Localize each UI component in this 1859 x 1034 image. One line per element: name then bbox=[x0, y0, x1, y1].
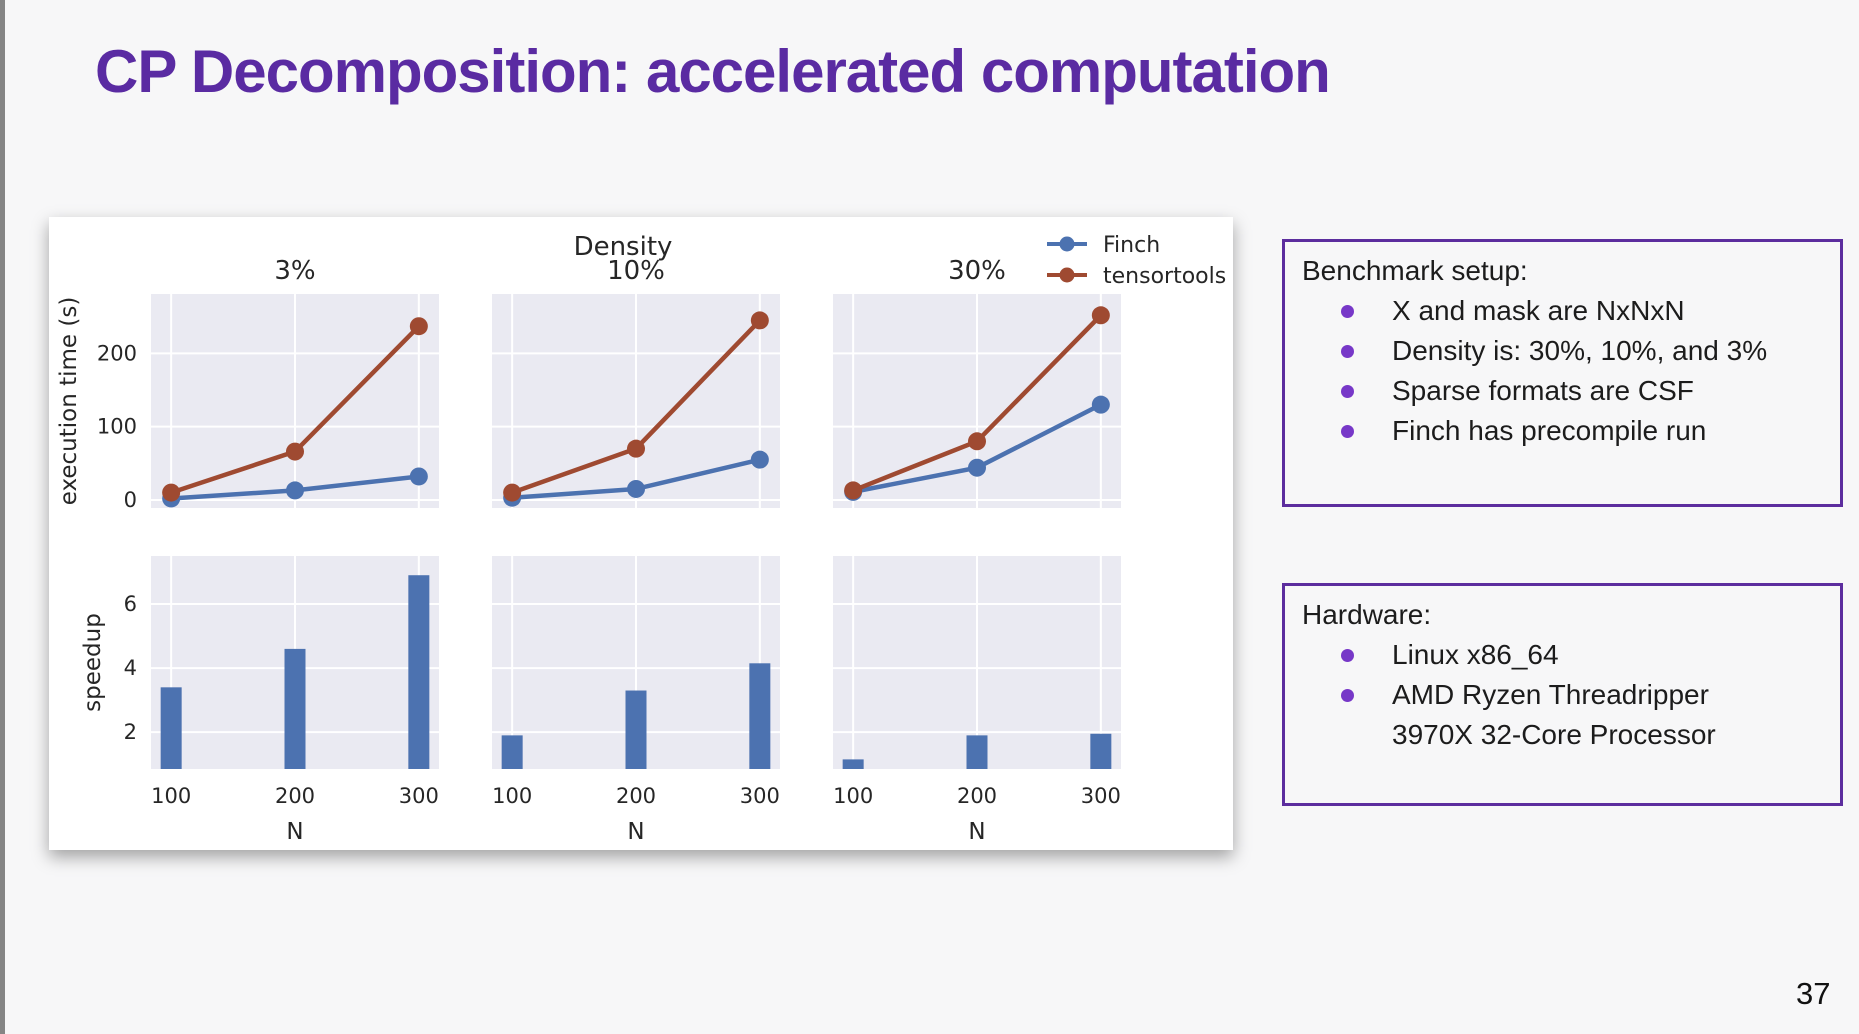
tensortools-marker bbox=[162, 483, 181, 502]
benchmark-figure-panel: Density execution time (s) speedup 0 100 200 2… bbox=[49, 217, 1233, 850]
bullet-dot-icon bbox=[1341, 649, 1354, 662]
legend-label: Finch bbox=[1103, 233, 1160, 258]
tensortools-marker bbox=[286, 442, 304, 461]
x-axis-label: N bbox=[627, 819, 644, 845]
bullet-text: Finch has precompile run bbox=[1392, 415, 1707, 446]
benchmark-bullet: Finch has precompile run bbox=[1285, 411, 1840, 451]
bullet-text: Sparse formats are CSF bbox=[1392, 375, 1694, 406]
speedup-bar bbox=[842, 759, 864, 769]
Finch-marker bbox=[409, 467, 428, 486]
x-axis-label: N bbox=[286, 819, 303, 845]
bullet-dot-icon bbox=[1341, 385, 1354, 398]
bullet-dot-icon bbox=[1341, 345, 1354, 358]
subplot-title: 10% bbox=[607, 256, 665, 286]
exec-time-series-3% bbox=[162, 317, 428, 508]
x-tick-label: 100 bbox=[833, 784, 873, 808]
slide-title: CP Decomposition: accelerated computatio… bbox=[95, 38, 1331, 105]
speedup-bar bbox=[966, 735, 988, 769]
hardware-heading: Hardware: bbox=[1302, 599, 1432, 630]
x-tick-label: 300 bbox=[740, 784, 780, 808]
hardware-list: Linux x86_64 AMD Ryzen Threadripper 3970… bbox=[1285, 635, 1840, 755]
speedup-bar bbox=[625, 690, 647, 769]
benchmark-setup-list: X and mask are NxNxN Density is: 30%, 10… bbox=[1285, 291, 1840, 451]
y-tick-label: 4 bbox=[124, 656, 137, 680]
speedup-bar bbox=[284, 648, 306, 769]
speedup-bars-30% bbox=[842, 733, 1112, 769]
y-tick-label: 0 bbox=[124, 488, 137, 512]
Finch-marker bbox=[750, 450, 769, 469]
Finch-marker bbox=[968, 458, 986, 477]
bullet-text: Linux x86_64 bbox=[1392, 639, 1559, 670]
benchmark-bullet: Sparse formats are CSF bbox=[1285, 371, 1840, 411]
x-tick-label: 200 bbox=[616, 784, 656, 808]
bullet-text: AMD Ryzen Threadripper 3970X 32-Core Pro… bbox=[1392, 679, 1716, 750]
exec-time-series-10% bbox=[503, 311, 769, 507]
speedup-bar bbox=[408, 575, 430, 769]
speedup-bar bbox=[1090, 733, 1112, 769]
figure-legend: Finch tensortools bbox=[1047, 233, 1226, 289]
legend-marker-icon bbox=[1059, 236, 1075, 252]
x-tick-label: 100 bbox=[492, 784, 532, 808]
y-tick-label: 6 bbox=[124, 592, 137, 616]
hardware-box: Hardware: Linux x86_64 AMD Ryzen Threadr… bbox=[1282, 583, 1843, 806]
Finch-marker bbox=[1091, 395, 1110, 414]
exec-time-series-30% bbox=[844, 306, 1110, 501]
speedup-bar bbox=[501, 735, 523, 769]
x-axis-label: N bbox=[968, 819, 985, 845]
speedup-bar bbox=[160, 687, 182, 769]
Finch-marker bbox=[627, 479, 645, 498]
benchmark-setup-heading: Benchmark setup: bbox=[1302, 255, 1528, 286]
subplot-exec-time-10% bbox=[492, 294, 780, 508]
figure-suptitle: Density bbox=[574, 232, 673, 262]
y-tick-label: 200 bbox=[97, 341, 137, 365]
x-tick-label: 300 bbox=[399, 784, 439, 808]
tensortools-marker bbox=[503, 483, 522, 502]
x-tick-label: 200 bbox=[957, 784, 997, 808]
tensortools-marker bbox=[844, 481, 863, 500]
tensortools-marker bbox=[750, 311, 769, 330]
hardware-bullet: AMD Ryzen Threadripper 3970X 32-Core Pro… bbox=[1285, 675, 1840, 755]
x-tick-label: 300 bbox=[1081, 784, 1121, 808]
speedup-axis-label: speedup bbox=[80, 613, 106, 712]
subplot-speedup-30% bbox=[833, 556, 1121, 769]
x-tick-label: 200 bbox=[275, 784, 315, 808]
exec-time-axis-label: execution time (s) bbox=[56, 297, 82, 506]
speedup-bar bbox=[749, 663, 771, 769]
hardware-bullet: Linux x86_64 bbox=[1285, 635, 1840, 675]
benchmark-setup-box: Benchmark setup: X and mask are NxNxN De… bbox=[1282, 239, 1843, 507]
x-tick-label: 100 bbox=[151, 784, 191, 808]
benchmark-figure: Density execution time (s) speedup 0 100 200 2… bbox=[56, 232, 1226, 845]
benchmark-bullet: X and mask are NxNxN bbox=[1285, 291, 1840, 331]
speedup-bars-10% bbox=[501, 663, 771, 769]
subplot-title: 3% bbox=[274, 256, 315, 286]
bullet-text: Density is: 30%, 10%, and 3% bbox=[1392, 335, 1768, 366]
benchmark-bullet: Density is: 30%, 10%, and 3% bbox=[1285, 331, 1840, 371]
bullet-dot-icon bbox=[1341, 305, 1354, 318]
bullet-text: X and mask are NxNxN bbox=[1392, 295, 1685, 326]
tensortools-marker bbox=[968, 432, 986, 451]
page-number: 37 bbox=[1796, 976, 1831, 1011]
tensortools-marker bbox=[627, 439, 645, 458]
tensortools-marker bbox=[1091, 306, 1110, 325]
Finch-marker bbox=[286, 481, 304, 500]
bullet-dot-icon bbox=[1341, 425, 1354, 438]
tensortools-marker bbox=[409, 317, 428, 336]
legend-marker-icon bbox=[1059, 267, 1075, 283]
legend-label: tensortools bbox=[1103, 264, 1226, 289]
subplot-exec-time-3% bbox=[151, 294, 439, 508]
subplot-title: 30% bbox=[948, 256, 1006, 286]
speedup-bars-3% bbox=[160, 575, 430, 769]
bullet-dot-icon bbox=[1341, 689, 1354, 702]
window-edge-strip bbox=[0, 0, 5, 1034]
y-tick-label: 100 bbox=[97, 415, 137, 439]
y-tick-label: 2 bbox=[124, 720, 137, 744]
